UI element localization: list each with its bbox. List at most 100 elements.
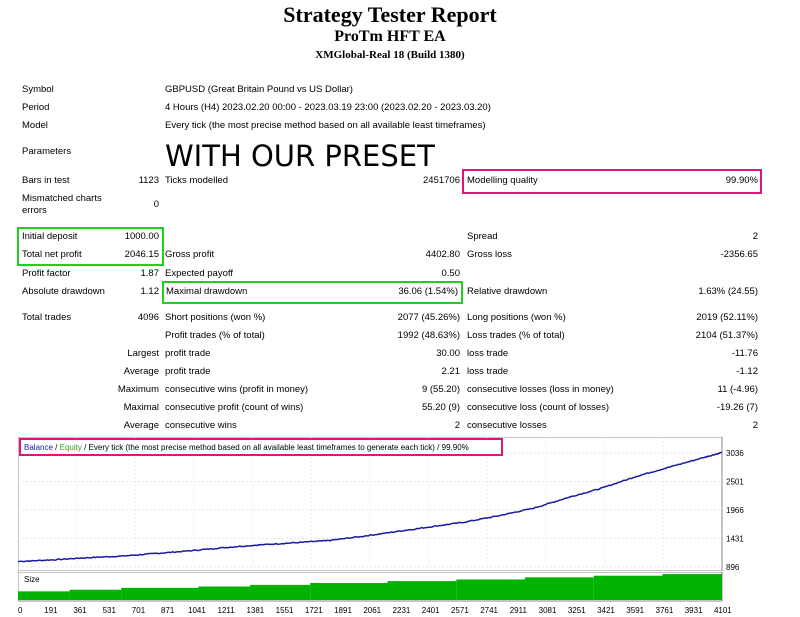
modelling-quality-highlight bbox=[462, 169, 762, 194]
profit-trades-value: 1992 (48.63%) bbox=[397, 330, 460, 341]
size-bar bbox=[525, 577, 594, 600]
x-tick-label: 1211 bbox=[218, 606, 236, 615]
long-positions-value: 2019 (52.11%) bbox=[696, 312, 758, 323]
short-positions-value: 2077 (45.26%) bbox=[397, 312, 460, 323]
max-cons-wins-label: consecutive wins (profit in money) bbox=[165, 384, 309, 395]
symbol-value: GBPUSD (Great Britain Pound vs US Dollar… bbox=[165, 84, 353, 95]
balance-series-line bbox=[18, 451, 723, 563]
largest-label: Largest bbox=[127, 348, 159, 359]
mismatch-label-2: errors bbox=[22, 205, 47, 216]
avg-cons-losses-value: 2 bbox=[752, 420, 758, 431]
mismatch-label-1: Mismatched charts bbox=[22, 193, 102, 204]
x-tick-label: 0 bbox=[18, 606, 23, 615]
x-tick-label: 4101 bbox=[714, 606, 732, 615]
expected-payoff-label: Expected payoff bbox=[165, 268, 233, 279]
deposit-net-highlight bbox=[17, 227, 164, 266]
y-tick-label: 1966 bbox=[726, 506, 744, 515]
max-cons-wins-value: 9 (55.20) bbox=[421, 384, 460, 395]
legend-description: / Every tick (the most precise method ba… bbox=[84, 443, 435, 452]
legend-equity: Equity bbox=[60, 443, 82, 452]
y-tick-label: 1431 bbox=[726, 535, 744, 544]
x-tick-label: 3421 bbox=[597, 606, 615, 615]
profit-factor-value: 1.87 bbox=[140, 268, 160, 279]
y-tick-label: 896 bbox=[726, 563, 740, 571]
max-cons-losses-label: consecutive losses (loss in money) bbox=[467, 384, 614, 395]
maximal-loss-label: consecutive loss (count of losses) bbox=[467, 402, 610, 413]
x-tick-label: 191 bbox=[44, 606, 58, 615]
x-tick-label: 871 bbox=[161, 606, 175, 615]
size-bar bbox=[456, 579, 526, 600]
x-tick-label: 2741 bbox=[480, 606, 498, 615]
relative-drawdown-value: 1.63% (24.55) bbox=[698, 286, 758, 297]
size-bar bbox=[662, 574, 722, 600]
x-tick-label: 2571 bbox=[451, 606, 469, 615]
x-tick-label: 3761 bbox=[656, 606, 674, 615]
loss-trades-value: 2104 (51.37%) bbox=[695, 330, 758, 341]
long-positions-label: Long positions (won %) bbox=[467, 312, 566, 323]
maximal-label: Maximal bbox=[123, 402, 159, 413]
size-bar bbox=[18, 591, 70, 600]
x-tick-label: 1041 bbox=[188, 606, 206, 615]
maximal-profit-label: consecutive profit (count of wins) bbox=[165, 402, 304, 413]
symbol-label: Symbol bbox=[22, 84, 54, 95]
x-tick-label: 1551 bbox=[276, 606, 294, 615]
net-profit-value: 2046.15 bbox=[124, 249, 159, 260]
quality-label: Modelling quality bbox=[467, 175, 538, 186]
ticks-value: 2451706 bbox=[423, 175, 460, 186]
x-tick-label: 3081 bbox=[539, 606, 557, 615]
gross-loss-value: -2356.65 bbox=[720, 249, 758, 260]
report-title: Strategy Tester Report bbox=[283, 2, 497, 27]
mismatch-value: 0 bbox=[153, 199, 159, 210]
absolute-drawdown-label: Absolute drawdown bbox=[22, 286, 105, 297]
parameters-label: Parameters bbox=[22, 146, 72, 157]
largest-loss-value: -11.76 bbox=[731, 348, 758, 359]
largest-profit-value: 30.00 bbox=[436, 348, 460, 359]
x-tick-label: 2401 bbox=[422, 606, 440, 615]
spread-label: Spread bbox=[467, 231, 498, 242]
average-profit-label: profit trade bbox=[165, 366, 211, 377]
size-bar bbox=[387, 581, 457, 600]
size-bar bbox=[121, 587, 199, 600]
size-label: Size bbox=[24, 575, 40, 584]
x-tick-label: 361 bbox=[73, 606, 87, 615]
absolute-drawdown-value: 1.12 bbox=[140, 286, 160, 297]
average-loss-value: -1.12 bbox=[736, 366, 758, 377]
size-bar bbox=[250, 584, 311, 600]
loss-trades-label: Loss trades (% of total) bbox=[467, 330, 565, 341]
ticks-label: Ticks modelled bbox=[165, 175, 229, 186]
legend-highlight bbox=[19, 438, 503, 456]
gross-profit-value: 4402.80 bbox=[425, 249, 460, 260]
model-label: Model bbox=[22, 120, 48, 131]
x-tick-label: 2231 bbox=[393, 606, 411, 615]
x-tick-label: 2061 bbox=[363, 606, 381, 615]
deposit-label: Initial deposit bbox=[22, 231, 78, 242]
balance-chart: 3036 2501 1966 1431 896 Balance / Equity / E… bbox=[18, 437, 744, 571]
bars-value: 1123 bbox=[138, 175, 159, 186]
maximal-profit-value: 55.20 (9) bbox=[421, 402, 460, 413]
avg-cons-losses-label: consecutive losses bbox=[467, 420, 547, 431]
largest-loss-label: loss trade bbox=[467, 348, 509, 359]
ea-name: ProTm HFT EA bbox=[334, 28, 446, 45]
server-build: XMGlobal-Real 18 (Build 1380) bbox=[315, 49, 465, 61]
x-tick-label: 531 bbox=[103, 606, 117, 615]
x-tick-label: 1891 bbox=[334, 606, 352, 615]
gross-loss-label: Gross loss bbox=[467, 249, 512, 260]
average-profit-value: 2.21 bbox=[441, 366, 461, 377]
short-positions-label: Short positions (won %) bbox=[165, 312, 266, 323]
svg-text:Balance / Equity /: Balance / Equity / Every tick (the most … bbox=[24, 443, 469, 452]
total-trades-value: 4096 bbox=[137, 312, 159, 323]
x-tick-label: 3931 bbox=[685, 606, 703, 615]
size-chart: Size 0 191 361 531 701 871 1041 1211 1381 1551 172… bbox=[18, 572, 732, 615]
model-value: Every tick (the most precise method base… bbox=[165, 120, 486, 131]
size-bar bbox=[69, 589, 122, 600]
profit-trades-label: Profit trades (% of total) bbox=[165, 330, 265, 341]
spread-value: 2 bbox=[752, 231, 758, 242]
expected-payoff-value: 0.50 bbox=[441, 268, 461, 279]
y-tick-label: 3036 bbox=[726, 449, 744, 458]
x-tick-label: 1381 bbox=[246, 606, 264, 615]
x-tick-label: 2911 bbox=[510, 606, 528, 615]
average-loss-label: loss trade bbox=[467, 366, 509, 377]
average-label: Average bbox=[123, 366, 159, 377]
period-label: Period bbox=[22, 102, 50, 113]
maximum-label: Maximum bbox=[117, 384, 159, 395]
